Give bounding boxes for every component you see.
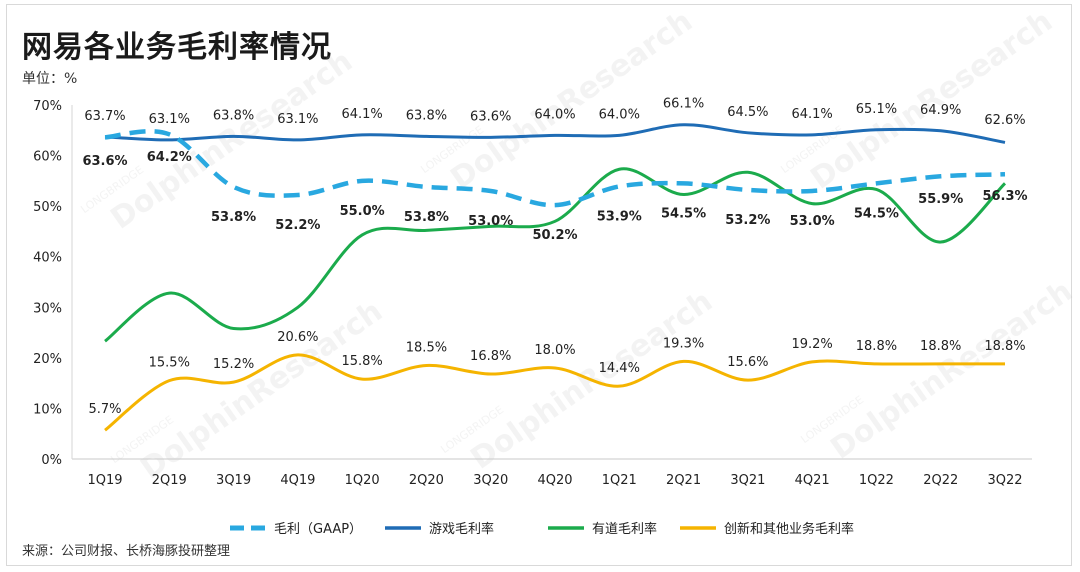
data-label-innovative: 19.3% xyxy=(663,336,704,351)
data-label-gross: 55.9% xyxy=(918,192,963,207)
data-label-innovative: 16.8% xyxy=(470,349,511,364)
x-tick-label: 2Q20 xyxy=(409,473,444,488)
y-tick-label: 20% xyxy=(33,352,62,367)
x-tick-label: 4Q21 xyxy=(795,473,830,488)
data-label-game: 64.0% xyxy=(599,107,640,122)
unit-label: 单位：% xyxy=(22,71,78,87)
series-line-0 xyxy=(104,129,1006,208)
x-tick-label: 2Q19 xyxy=(152,473,187,488)
data-label-game: 64.9% xyxy=(920,103,961,118)
x-tick-label: 2Q22 xyxy=(923,473,958,488)
data-label-innovative: 20.6% xyxy=(277,330,318,345)
series-line-3 xyxy=(104,353,1005,432)
data-label-game: 63.7% xyxy=(84,109,125,124)
data-label-game: 64.0% xyxy=(534,107,575,122)
chart-frame xyxy=(6,4,1072,566)
data-label-game: 63.8% xyxy=(213,108,254,123)
watermark-text: DolphinResearch xyxy=(135,294,389,487)
data-label-game: 63.8% xyxy=(406,108,447,123)
data-label-innovative: 15.8% xyxy=(341,354,382,369)
axes: 0% 10% 20% 30% 40% 50% 60% 70% 1Q19 2Q19 3Q19 4Q19 1… xyxy=(33,99,1032,488)
y-tick-label: 10% xyxy=(33,402,62,417)
data-label-gross: 53.0% xyxy=(790,214,835,229)
data-label-innovative: 18.0% xyxy=(534,343,575,358)
x-tick-label: 4Q19 xyxy=(280,473,315,488)
x-tick-label: 1Q21 xyxy=(602,473,637,488)
x-tick-label: 4Q20 xyxy=(537,473,572,488)
legend-label: 毛利（GAAP） xyxy=(274,522,362,537)
data-label-innovative: 15.2% xyxy=(213,357,254,372)
y-tick-label: 40% xyxy=(33,251,62,266)
data-label-innovative: 15.6% xyxy=(727,355,768,370)
x-tick-label: 1Q22 xyxy=(859,473,894,488)
series-lines xyxy=(104,123,1007,432)
chart-title: 网易各业务毛利率情况 xyxy=(22,30,332,65)
data-label-innovative: 18.8% xyxy=(856,339,897,354)
data-label-gross: 53.0% xyxy=(468,214,513,229)
watermark-text: DolphinResearch xyxy=(825,274,1079,467)
data-label-game: 66.1% xyxy=(663,97,704,112)
data-label-game: 62.6% xyxy=(984,113,1025,128)
data-label-innovative: 18.5% xyxy=(406,340,447,355)
data-label-gross: 56.3% xyxy=(982,189,1027,204)
x-tick-label: 1Q19 xyxy=(87,473,122,488)
x-tick-label: 2Q21 xyxy=(666,473,701,488)
data-label-innovative: 18.8% xyxy=(920,339,961,354)
data-label-gross: 53.2% xyxy=(725,213,770,228)
data-label-gross: 53.8% xyxy=(404,210,449,225)
series-line-1 xyxy=(104,123,1006,144)
y-tick-label: 60% xyxy=(33,150,62,165)
y-tick-label: 0% xyxy=(41,453,62,468)
y-tick-label: 70% xyxy=(33,99,62,114)
data-label-innovative: 15.5% xyxy=(149,356,190,371)
x-tick-label: 3Q19 xyxy=(216,473,251,488)
data-label-gross: 52.2% xyxy=(275,218,320,233)
y-tick-label: 30% xyxy=(33,301,62,316)
data-label-gross: 53.9% xyxy=(597,209,642,224)
data-label-gross: 55.0% xyxy=(340,204,385,219)
data-label-game: 65.1% xyxy=(856,102,897,117)
x-tick-label: 3Q22 xyxy=(987,473,1022,488)
x-tick-label: 3Q21 xyxy=(730,473,765,488)
series-line-2 xyxy=(104,167,1007,343)
data-label-game: 64.1% xyxy=(341,107,382,122)
data-label-gross: 53.8% xyxy=(211,210,256,225)
data-labels: 63.7% 63.1% 63.8% 63.1% 64.1% 63.8% 63.6% 64.0%… xyxy=(82,97,1027,417)
data-label-gross: 64.2% xyxy=(147,150,192,165)
data-label-game: 64.1% xyxy=(791,107,832,122)
legend-label: 游戏毛利率 xyxy=(429,521,494,537)
legend-label: 创新和其他业务毛利率 xyxy=(724,521,854,537)
data-label-gross: 50.2% xyxy=(532,228,577,243)
x-tick-label: 1Q20 xyxy=(345,473,380,488)
y-tick-label: 50% xyxy=(33,200,62,215)
data-label-innovative: 14.4% xyxy=(599,361,640,376)
x-tick-label: 3Q20 xyxy=(473,473,508,488)
watermark-text: DolphinResearch xyxy=(445,4,699,197)
source-note: 来源：公司财报、长桥海豚投研整理 xyxy=(22,544,231,559)
legend: 毛利（GAAP） 游戏毛利率 有道毛利率 创新和其他业务毛利率 xyxy=(230,521,854,537)
data-label-game: 63.1% xyxy=(277,112,318,127)
data-label-innovative: 18.8% xyxy=(984,339,1025,354)
data-label-gross: 54.5% xyxy=(854,206,899,221)
data-label-gross: 63.6% xyxy=(82,154,127,169)
watermark-text: DolphinResearch xyxy=(805,4,1059,197)
data-label-game: 63.1% xyxy=(149,112,190,127)
data-label-game: 63.6% xyxy=(470,109,511,124)
data-label-game: 64.5% xyxy=(727,105,768,120)
data-label-innovative: 19.2% xyxy=(791,337,832,352)
legend-label: 有道毛利率 xyxy=(592,521,657,537)
data-label-gross: 54.5% xyxy=(661,206,706,221)
data-label-innovative: 5.7% xyxy=(88,402,121,417)
